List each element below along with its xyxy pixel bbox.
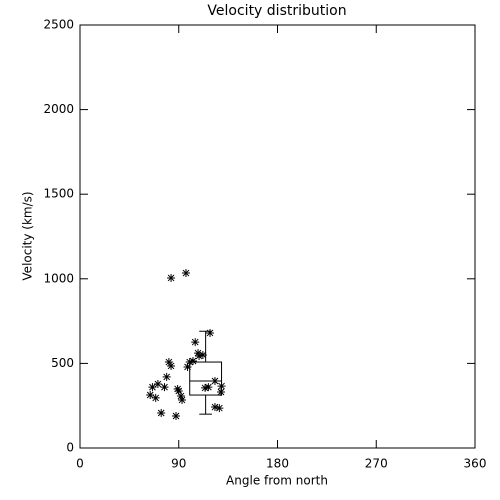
- point: [210, 403, 219, 412]
- point: [183, 362, 192, 371]
- point: [146, 391, 155, 400]
- point: [172, 412, 181, 421]
- y-tick-label: 0: [66, 441, 74, 455]
- point: [206, 328, 215, 337]
- point: [162, 372, 171, 381]
- y-tick-label: 2500: [43, 18, 74, 32]
- y-axis-label: Velocity (km/s): [21, 191, 35, 280]
- point: [178, 395, 187, 404]
- point: [216, 387, 225, 396]
- point: [191, 338, 200, 347]
- point: [164, 358, 173, 367]
- x-tick-label: 180: [266, 457, 289, 471]
- y-tick-label: 1500: [43, 187, 74, 201]
- point: [176, 392, 185, 401]
- point: [201, 383, 210, 392]
- x-tick-label: 90: [171, 457, 186, 471]
- point: [198, 350, 207, 359]
- y-tick-label: 1000: [43, 271, 74, 285]
- point: [167, 361, 176, 370]
- point: [157, 408, 166, 417]
- point: [204, 383, 213, 392]
- x-tick-label: 360: [464, 457, 487, 471]
- point: [160, 383, 169, 392]
- point: [151, 393, 160, 402]
- point: [189, 357, 198, 366]
- x-tick-label: 0: [76, 457, 84, 471]
- point: [153, 380, 162, 389]
- point: [181, 269, 190, 278]
- x-axis-label: Angle from north: [226, 474, 328, 488]
- point: [194, 349, 203, 358]
- plot-frame: [79, 24, 476, 449]
- y-tick-label: 2000: [43, 102, 74, 116]
- chart-title: Velocity distribution: [207, 3, 346, 19]
- y-tick-label: 500: [51, 356, 74, 370]
- point: [148, 383, 157, 392]
- point: [174, 386, 183, 395]
- point: [167, 273, 176, 282]
- point: [215, 404, 224, 413]
- x-tick-label: 270: [365, 457, 388, 471]
- point: [195, 351, 204, 360]
- point: [173, 384, 182, 393]
